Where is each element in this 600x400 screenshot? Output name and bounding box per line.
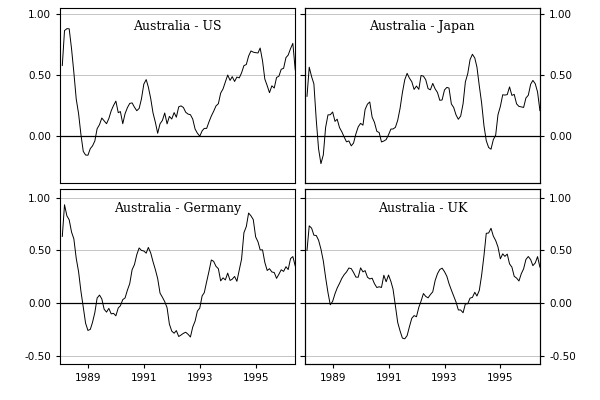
Text: Australia - UK: Australia - UK: [377, 202, 467, 215]
Text: Australia - US: Australia - US: [133, 20, 222, 33]
Text: Australia - Germany: Australia - Germany: [114, 202, 241, 215]
Text: Australia - Japan: Australia - Japan: [370, 20, 475, 33]
